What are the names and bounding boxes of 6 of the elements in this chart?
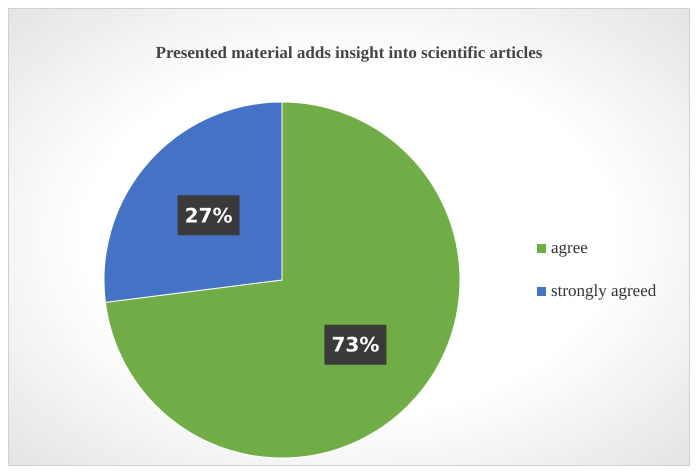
data-label: 27% [184,203,232,228]
chart-title: Presented material adds insight into scientific articles [154,43,544,63]
legend-label: agree [551,238,588,258]
legend-label: strongly agreed [551,281,656,301]
pie-slice [104,102,460,458]
data-label: 73% [332,332,380,357]
